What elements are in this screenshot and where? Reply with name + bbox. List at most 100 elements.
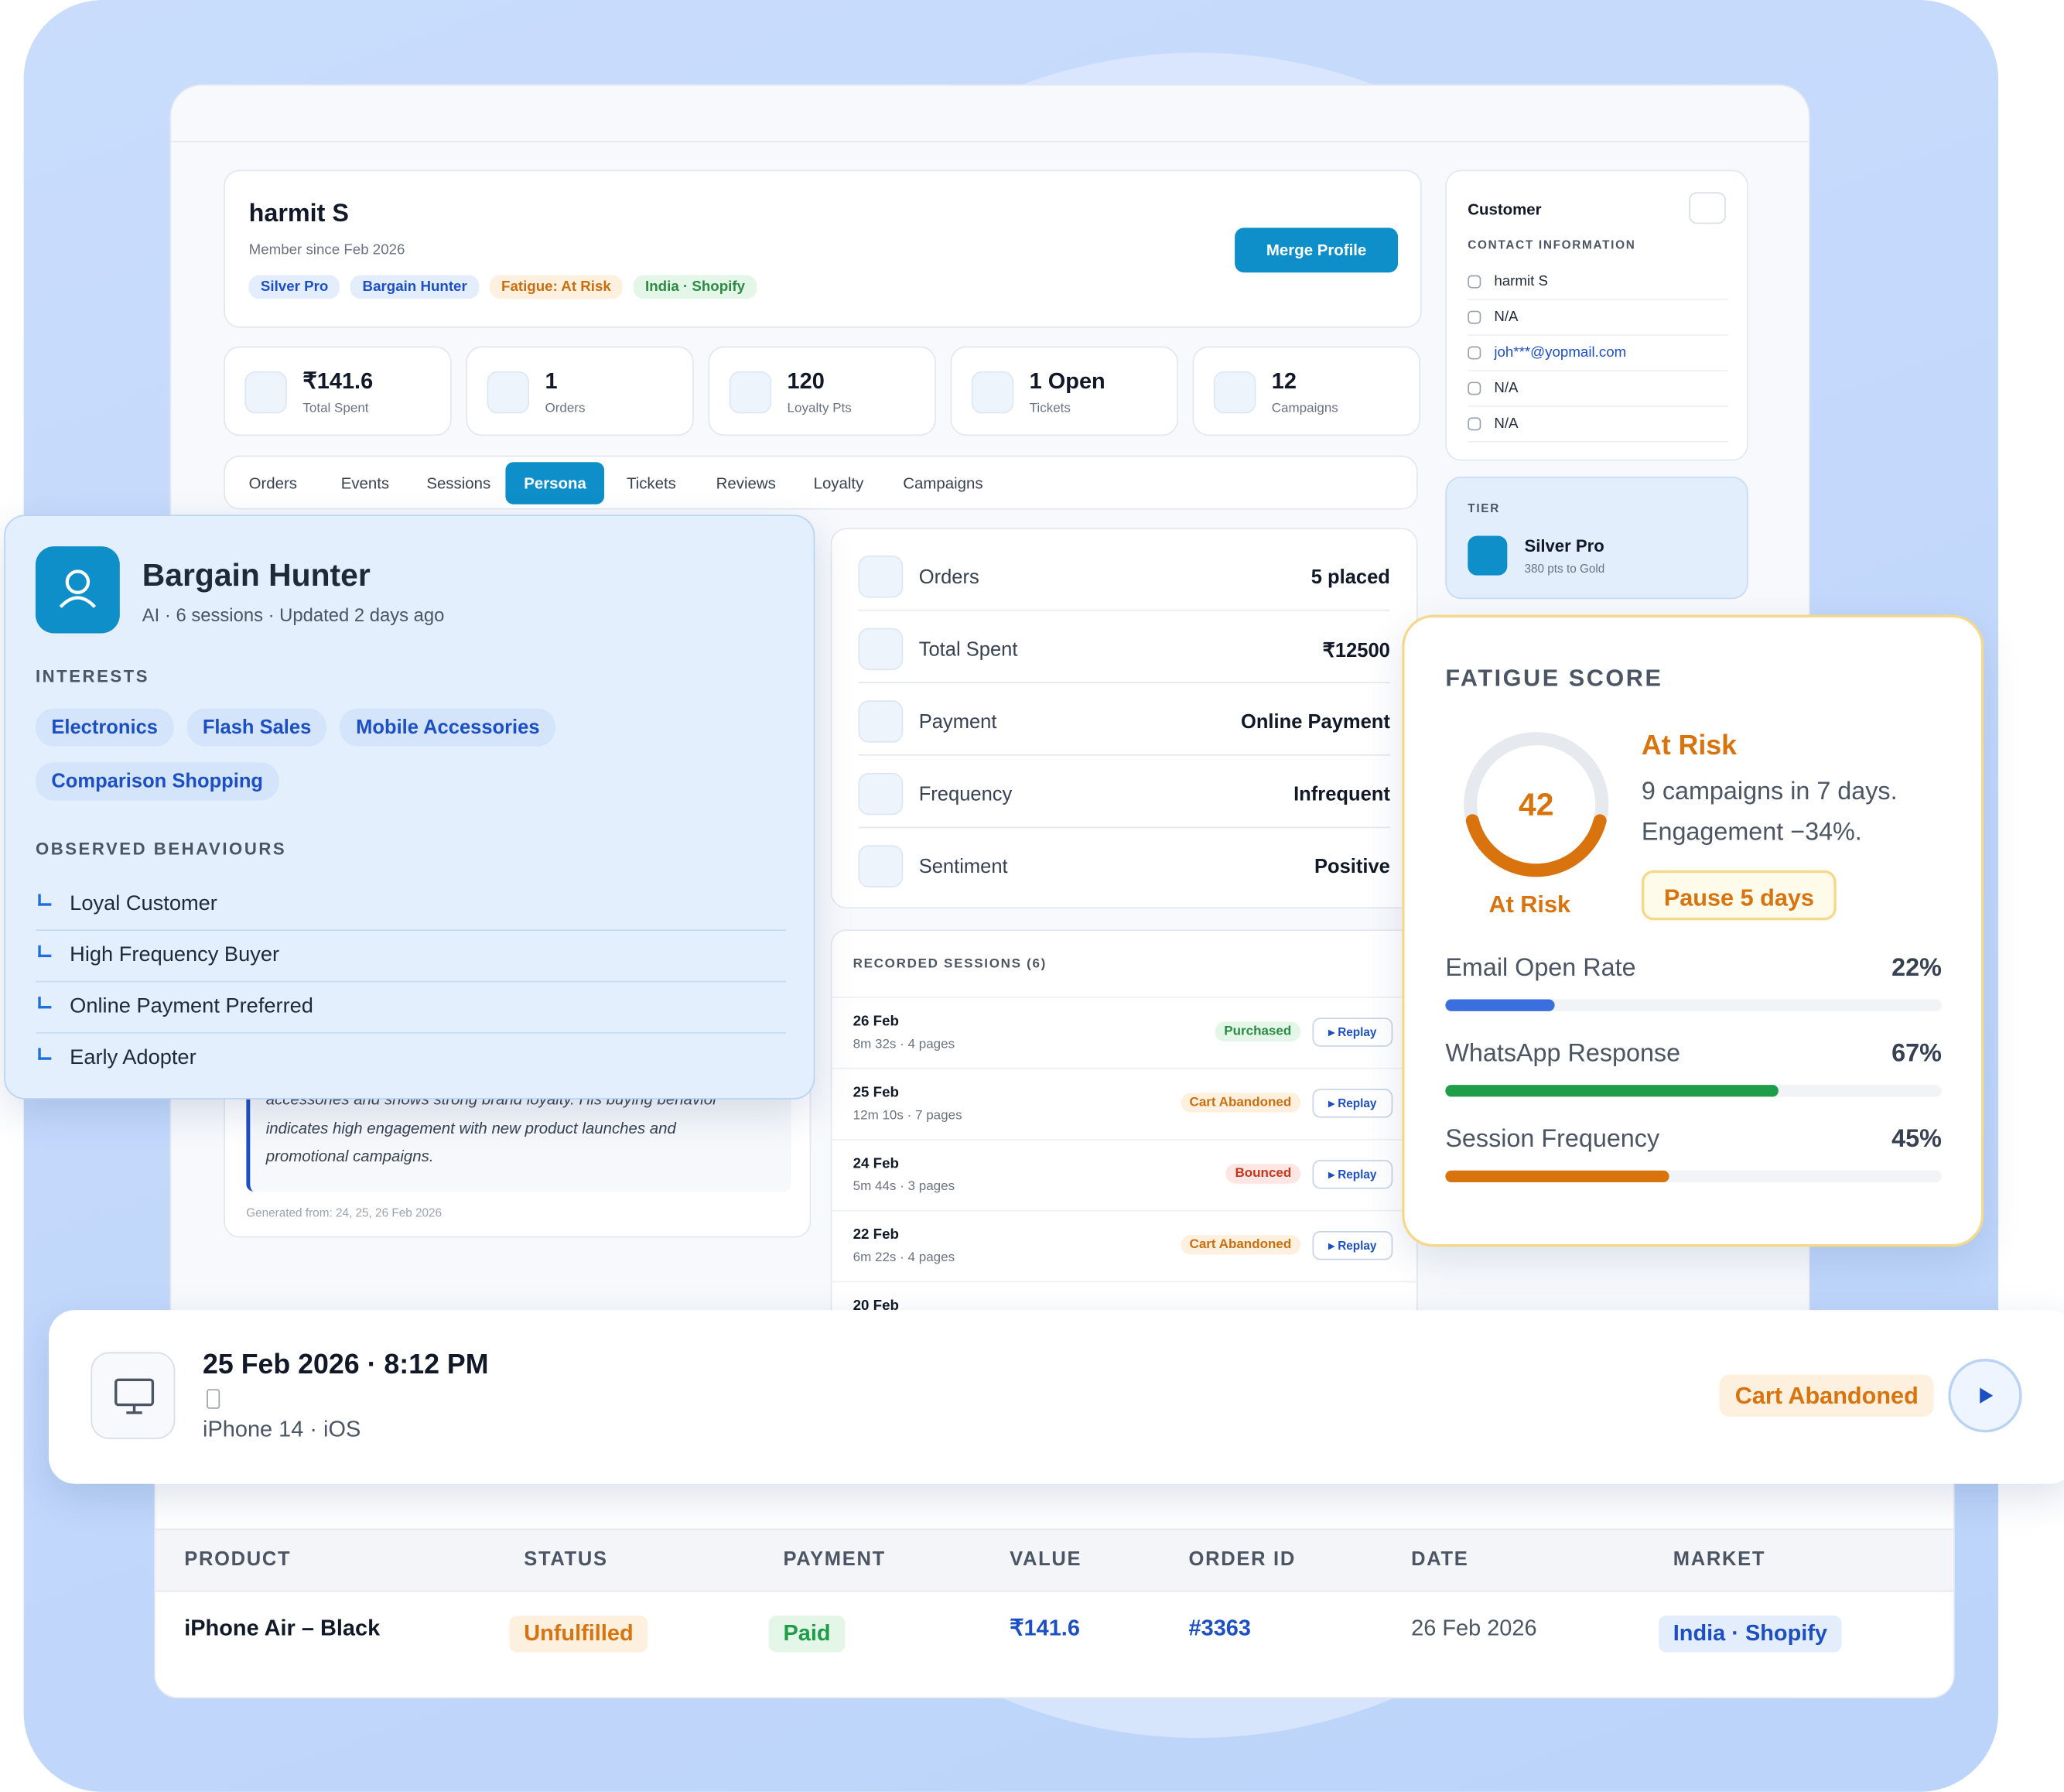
- session-detail: 25 Feb 2026 · 8:12 PM iPhone 14 · iOS Ca…: [48, 1310, 2064, 1484]
- summary-line: promotional campaigns.: [265, 1147, 434, 1165]
- tag: Fatigue: At Risk: [489, 275, 624, 299]
- stat-card: 1 Orders: [466, 346, 694, 436]
- stat-card: 120 Loyalty Pts: [708, 346, 936, 436]
- session-meta: 5m 44s · 3 pages: [853, 1179, 955, 1195]
- contact-row: harmit S: [1468, 265, 1729, 300]
- gauge-score: 42: [1519, 786, 1553, 822]
- stat-card: ₹141.6 Total Spent: [224, 346, 452, 436]
- stat-label: Orders: [545, 401, 586, 416]
- merge-profile-button[interactable]: Merge Profile: [1235, 227, 1399, 273]
- replay-button[interactable]: ▸ Replay: [1312, 1160, 1393, 1189]
- session-meta: 8m 32s · 4 pages: [853, 1037, 955, 1052]
- metric-row: Session Frequency 45%: [1445, 1126, 1942, 1212]
- tab-bar: Orders Events Sessions Persona Tickets Review…: [224, 455, 1418, 510]
- tab[interactable]: Campaigns: [903, 474, 983, 493]
- tab[interactable]: Persona: [505, 462, 605, 504]
- contact-fields: harmit S N/A joh***@yopmail.com N/A N/A: [1468, 265, 1729, 443]
- fatigue-card: FATIGUE SCORE 42 At Risk At Risk 9 campa…: [1402, 614, 1984, 1247]
- tier-card: TIER Silver Pro 380 pts to Gold: [1445, 476, 1748, 600]
- orders-table: PRODUCT STATUS PAYMENT VALUE ORDER ID DATE MAR…: [154, 1461, 1955, 1699]
- session-date: 24 Feb: [853, 1156, 899, 1172]
- behaviour-row: Loyal Customer: [35, 880, 786, 932]
- metric-bar: [1445, 1085, 1779, 1097]
- column-header: DATE: [1411, 1548, 1469, 1571]
- interest-list: Electronics Flash Sales Mobile Accessories…: [35, 708, 589, 816]
- stat-label: Total Spent: [302, 401, 369, 416]
- topbar-divider: [171, 141, 1809, 142]
- fact-row: Total Spent ₹12500: [858, 620, 1390, 684]
- behaviour-arrow: [38, 945, 52, 958]
- session-status: Bounced: [1225, 1164, 1301, 1184]
- metric-bar: [1445, 1170, 1669, 1183]
- behaviour-row: Online Payment Preferred: [35, 982, 786, 1034]
- fact-row: Payment Online Payment: [858, 693, 1390, 756]
- tab[interactable]: Reviews: [716, 474, 776, 493]
- gauge-arc: [1464, 732, 1609, 877]
- stat-icon: [971, 371, 1014, 414]
- fact-icon: [858, 700, 904, 743]
- stat-value: 120: [787, 368, 825, 394]
- session-date: 22 Feb: [853, 1226, 899, 1243]
- edit-button[interactable]: [1689, 192, 1726, 224]
- member-since: Member since Feb 2026: [248, 242, 405, 258]
- table-header: [155, 1528, 1954, 1592]
- persona-facts: Orders 5 placed Total Spent ₹12500 Payment On…: [830, 528, 1418, 909]
- replay-button[interactable]: ▸ Replay: [1312, 1089, 1393, 1118]
- column-header: MARKET: [1673, 1548, 1766, 1571]
- tab[interactable]: Sessions: [426, 474, 491, 493]
- contact-row: N/A: [1468, 371, 1729, 407]
- fatigue-gauge: 42: [1464, 732, 1609, 877]
- contact-icon: [1468, 310, 1481, 324]
- tabs: Orders Events Sessions Persona Tickets Review…: [231, 462, 1402, 504]
- tag: Silver Pro: [248, 275, 340, 299]
- stat-value: 1 Open: [1029, 368, 1105, 394]
- contact-icon: [1468, 346, 1481, 360]
- stat-icon: [487, 371, 530, 414]
- stat-label: Tickets: [1029, 401, 1071, 416]
- stat-value: 1: [545, 368, 558, 394]
- fatigue-title: FATIGUE SCORE: [1445, 665, 1663, 692]
- monitor-icon: [114, 1378, 155, 1414]
- gauge-level: At Risk: [1488, 891, 1571, 918]
- fatigue-desc-1: 9 campaigns in 7 days.: [1641, 778, 1898, 806]
- behaviour-arrow: [38, 997, 52, 1009]
- session-meta: 12m 10s · 7 pages: [853, 1108, 962, 1123]
- customer-name: harmit S: [248, 200, 349, 228]
- replay-button[interactable]: ▸ Replay: [1312, 1230, 1393, 1260]
- customer-card: Customer CONTACT INFORMATION harmit S N/A…: [1445, 169, 1748, 461]
- tag-list: Silver Pro Bargain Hunter Fatigue: At Risk…: [248, 274, 767, 299]
- session-datetime: 25 Feb 2026 · 8:12 PM: [203, 1349, 489, 1380]
- fatigue-metrics: Email Open Rate 22% WhatsApp Response 67% Se…: [1445, 955, 1942, 1212]
- replay-button[interactable]: ▸ Replay: [1312, 1017, 1393, 1047]
- column-header: STATUS: [524, 1548, 608, 1571]
- stat-value: ₹141.6: [302, 368, 374, 394]
- customer-title: Customer: [1468, 200, 1542, 219]
- play-button[interactable]: [1948, 1359, 2022, 1433]
- table-cell: ₹141.6: [1010, 1615, 1080, 1641]
- interests-title: INTERESTS: [35, 666, 150, 686]
- summary-generated: Generated from: 24, 25, 26 Feb 2026: [246, 1205, 443, 1219]
- contact-row: N/A: [1468, 407, 1729, 443]
- behaviour-arrow: [38, 894, 52, 906]
- persona-name: Bargain Hunter: [142, 558, 371, 594]
- session-status: Cart Abandoned: [1180, 1093, 1301, 1113]
- tier-icon: [1468, 535, 1508, 576]
- metric-bar: [1445, 999, 1555, 1011]
- tab[interactable]: Tickets: [626, 474, 676, 493]
- sessions-card: RECORDED SESSIONS (6) 26 Feb 8m 32s · 4 p…: [830, 929, 1418, 1325]
- metric-row: WhatsApp Response 67%: [1445, 1040, 1942, 1126]
- pause-button[interactable]: Pause 5 days: [1641, 870, 1837, 921]
- persona-meta: AI · 6 sessions · Updated 2 days ago: [142, 604, 445, 626]
- session-row: 24 Feb 5m 44s · 3 pages Bounced ▸ Replay: [832, 1138, 1416, 1210]
- summary-quote: accessories and shows strong brand loyal…: [246, 1081, 791, 1192]
- tab[interactable]: Events: [340, 474, 390, 493]
- fact-label: Orders: [918, 566, 979, 589]
- fact-icon: [858, 628, 904, 671]
- column-header: PRODUCT: [184, 1548, 292, 1571]
- tab[interactable]: Orders: [248, 474, 298, 493]
- tab[interactable]: Loyalty: [813, 474, 864, 493]
- stat-card: 12 Campaigns: [1192, 346, 1421, 436]
- session-row: 22 Feb 6m 22s · 4 pages Cart Abandoned ▸ Re…: [832, 1209, 1416, 1281]
- fact-value: ₹12500: [1322, 639, 1390, 662]
